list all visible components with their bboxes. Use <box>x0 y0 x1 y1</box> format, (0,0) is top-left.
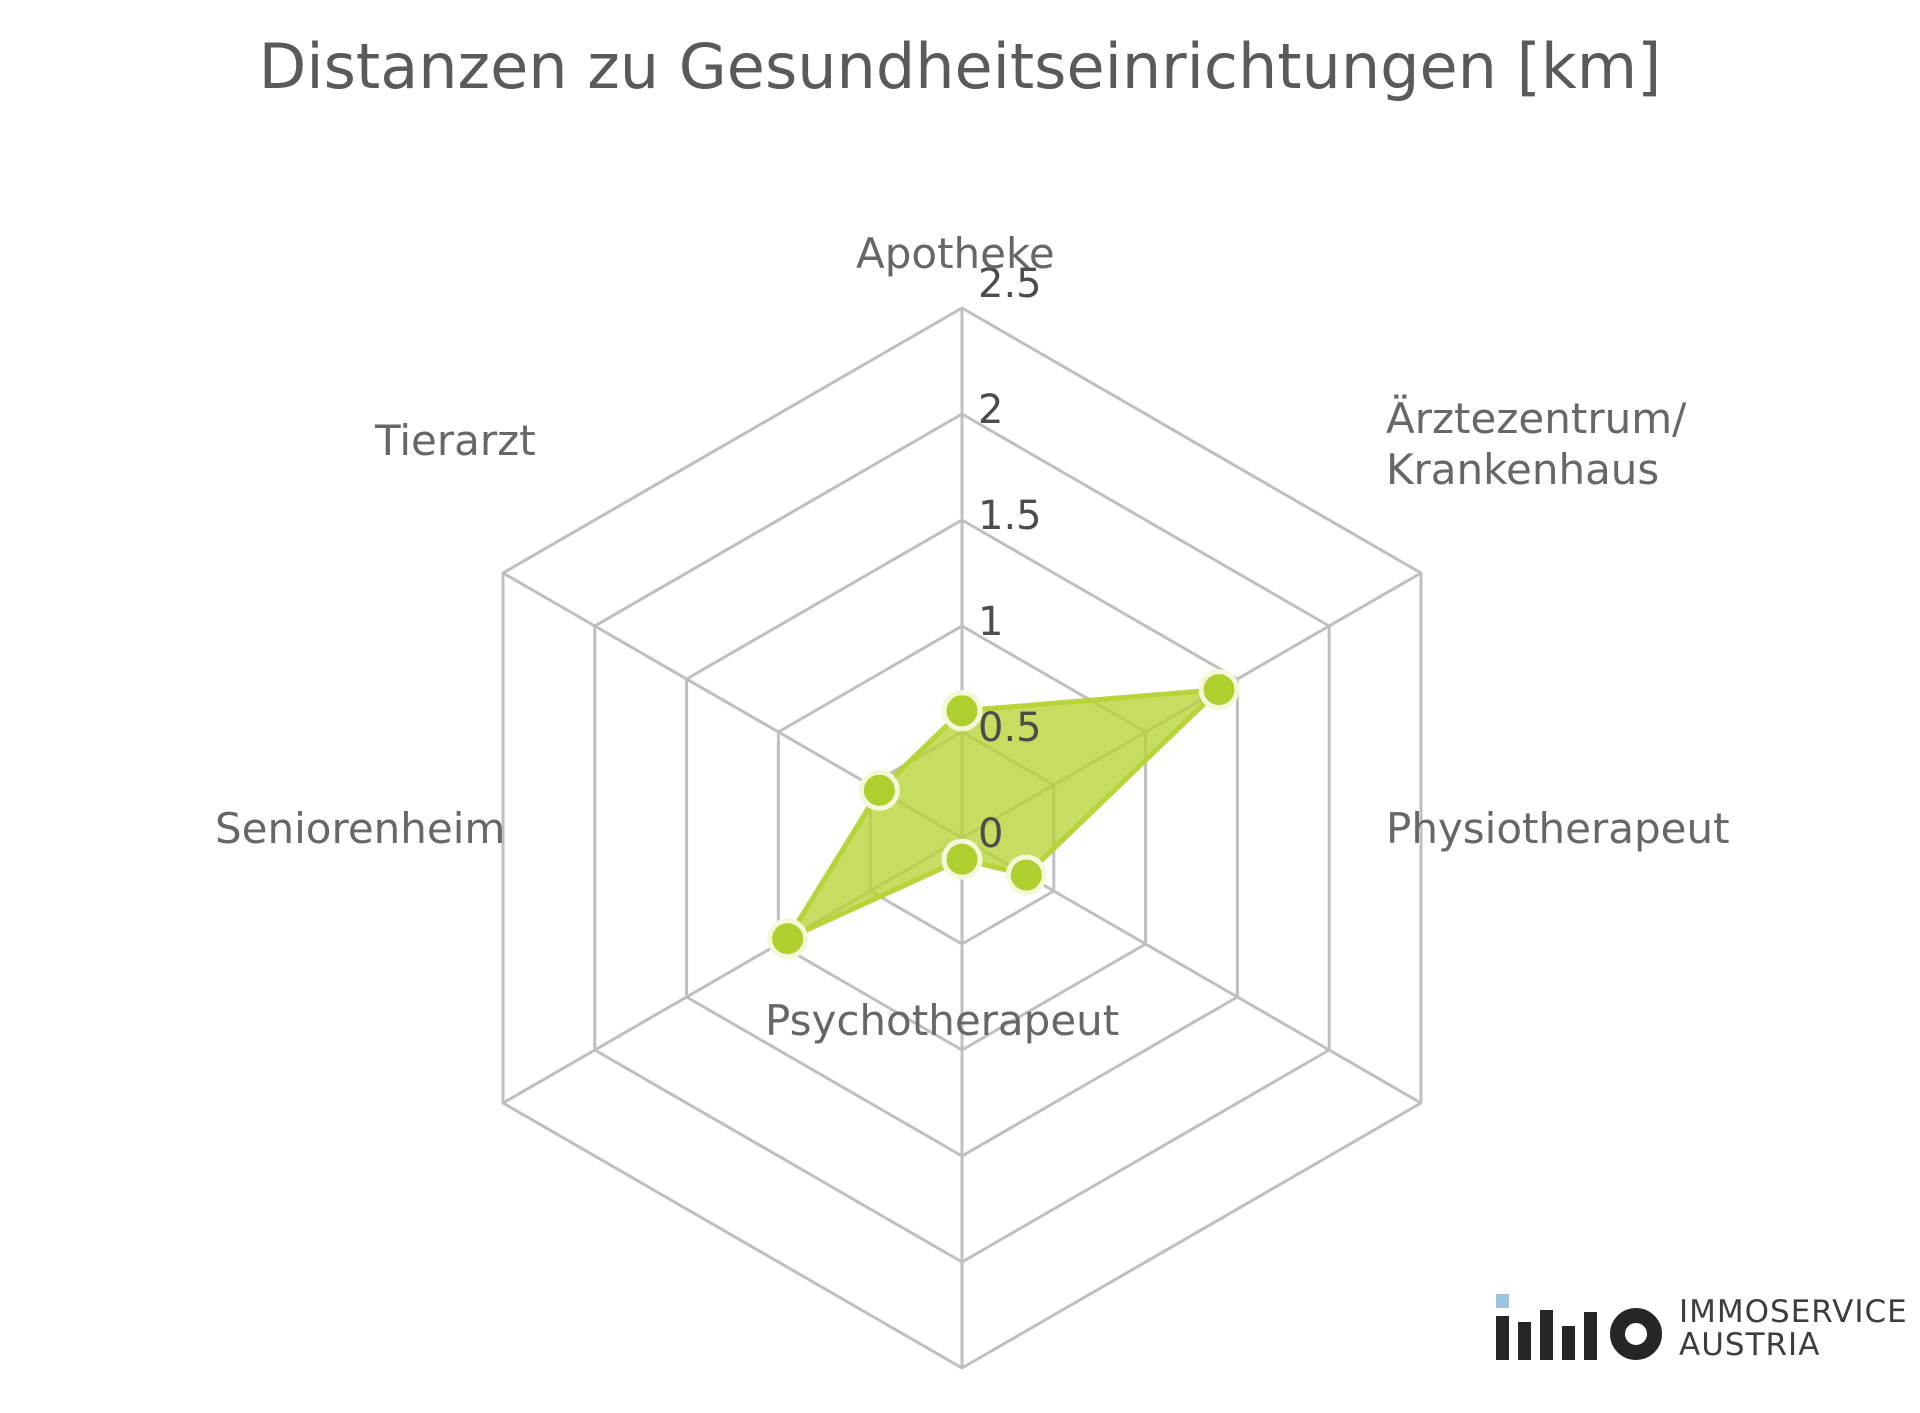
data-point-apotheke <box>941 690 983 732</box>
axis-label-apotheke: Apotheke <box>856 229 1055 278</box>
immo-logo-mark-icon <box>1496 1294 1662 1361</box>
axis-label-physiotherapeut: Physiotherapeut <box>1386 804 1730 853</box>
axis-label-psychotherapeut: Psychotherapeut <box>765 996 1120 1045</box>
logo-wordmark: IMMOSERVICE AUSTRIA <box>1679 1294 1908 1364</box>
logo-accent-square-icon <box>1496 1294 1509 1309</box>
axis-label-aerztezentrum-krankenhaus: Ärztezentrum/ Krankenhaus <box>1386 394 1687 495</box>
logo-bar-5-icon <box>1584 1312 1597 1361</box>
radial-tick-2-5: 2.5 <box>978 261 1042 307</box>
radial-tick-0: 0 <box>978 811 1004 857</box>
radial-tick-1: 1 <box>978 599 1004 645</box>
logo-line-1: IMMOSERVICE <box>1679 1294 1908 1330</box>
data-point-physiotherapeut <box>1005 854 1047 896</box>
series-markers <box>767 669 1240 960</box>
radial-tick-0-5: 0.5 <box>978 705 1042 751</box>
logo-line-2: AUSTRIA <box>1679 1327 1821 1364</box>
data-point-seniorenheim <box>767 918 809 960</box>
page-title: Distanzen zu Gesundheitseinrichtungen [k… <box>258 30 1662 103</box>
radial-tick-1-5: 1.5 <box>978 493 1042 539</box>
data-point-tierarzt <box>858 769 900 811</box>
logo-bar-4-icon <box>1562 1326 1575 1361</box>
immoservice-austria-logo: IMMOSERVICE AUSTRIA <box>1496 1294 1908 1364</box>
axis-label-seniorenheim: Seniorenheim <box>215 804 506 853</box>
radial-tick-2: 2 <box>978 387 1004 433</box>
logo-bar-2-icon <box>1518 1322 1531 1361</box>
data-point-rztezentrum-krankenhaus <box>1198 669 1240 711</box>
logo-ring-icon <box>1610 1308 1662 1361</box>
data-point-psychotherapeut <box>941 838 983 880</box>
logo-bar-3-icon <box>1540 1310 1553 1361</box>
logo-bar-1-icon <box>1496 1316 1509 1361</box>
axis-label-tierarzt: Tierarzt <box>375 416 536 465</box>
